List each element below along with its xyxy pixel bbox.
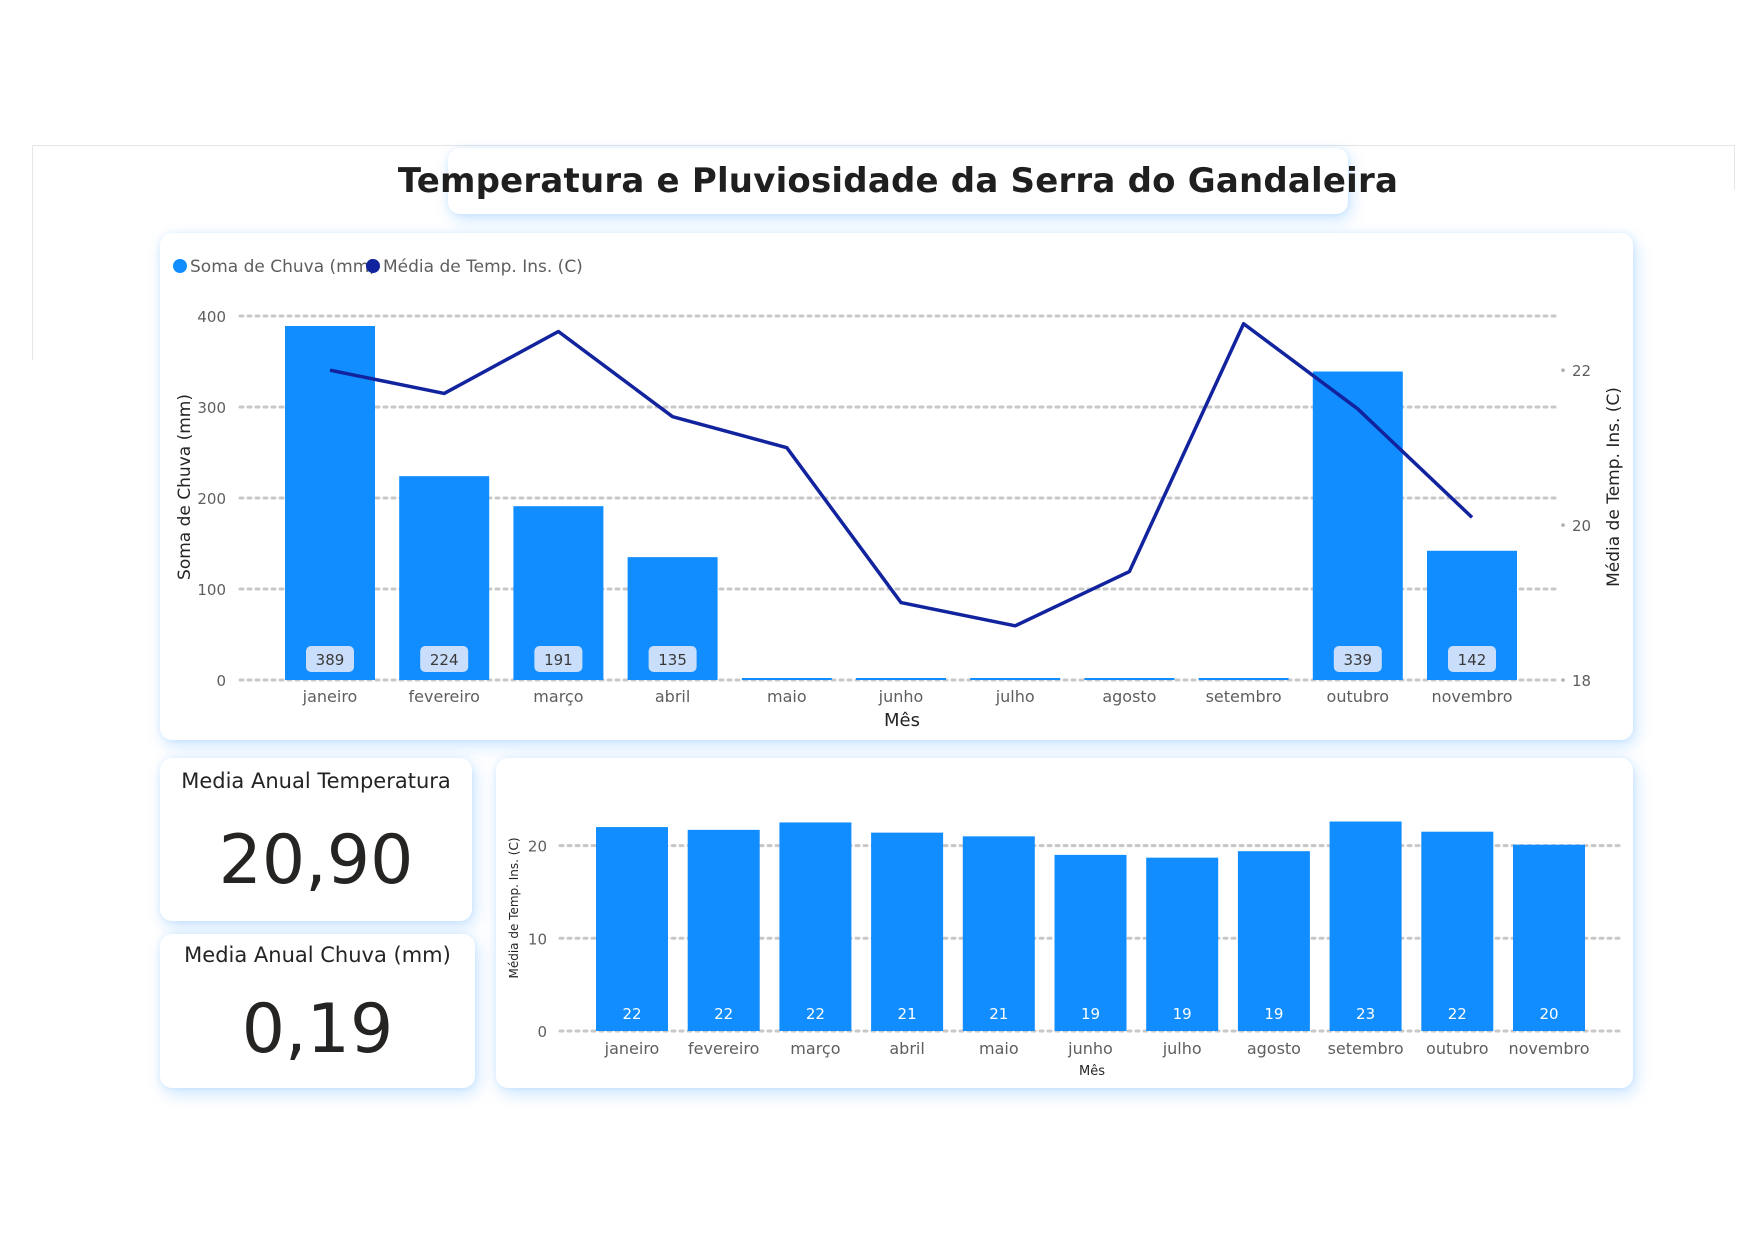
x-tick-label: julho <box>995 687 1035 706</box>
x-tick-label-2: setembro <box>1328 1039 1404 1058</box>
y-tick-label-2: 0 <box>537 1023 547 1041</box>
data-label-temp: 19 <box>1173 1005 1192 1023</box>
bar-rain-janeiro <box>285 326 375 680</box>
x-tick-label-2: abril <box>889 1039 924 1058</box>
y2-tick-mark <box>1561 368 1565 373</box>
y-tick-label: 100 <box>197 581 226 599</box>
x-tick-label-2: fevereiro <box>688 1039 759 1058</box>
data-label-rain: 389 <box>316 651 345 669</box>
title-card: Temperatura e Pluviosidade da Serra do G… <box>398 148 1398 214</box>
x-axis-title: Mês <box>884 710 920 731</box>
x-tick-label: fevereiro <box>409 687 480 706</box>
bar-temp-fevereiro <box>687 829 760 1031</box>
data-label-temp: 22 <box>622 1005 641 1023</box>
kpi-card-rain[interactable]: Media Anual Chuva (mm) 0,19 <box>160 934 475 1088</box>
y-tick-label: 200 <box>197 490 226 508</box>
data-label-rain: 135 <box>658 651 687 669</box>
data-label-temp: 19 <box>1264 1005 1283 1023</box>
legend-rain-dot <box>173 259 187 273</box>
kpi-temperature-value: 20,90 <box>218 821 414 900</box>
y2-tick-label: 20 <box>1572 517 1591 535</box>
bar-rain-setembro <box>1198 678 1289 680</box>
data-label-rain: 191 <box>544 651 573 669</box>
data-label-bg <box>420 646 469 672</box>
x-tick-label: novembro <box>1432 687 1513 706</box>
x-tick-label: janeiro <box>302 687 358 706</box>
kpi-rain-label: Media Anual Chuva (mm) <box>184 943 451 967</box>
data-label-temp: 21 <box>989 1005 1008 1023</box>
x-tick-label-2: outubro <box>1426 1039 1489 1058</box>
bar-temp-janeiro <box>596 827 668 1031</box>
data-label-rain: 224 <box>430 651 459 669</box>
x-tick-label: junho <box>878 687 924 706</box>
bar-temp-julho <box>1146 857 1219 1031</box>
y2-tick-label: 18 <box>1572 672 1591 690</box>
x-tick-label-2: março <box>790 1039 840 1058</box>
y-tick-label-2: 20 <box>528 838 547 856</box>
kpi-rain-value: 0,19 <box>241 990 394 1069</box>
frame-line-right <box>1734 145 1735 190</box>
x-tick-label: março <box>533 687 583 706</box>
bar-temp-março <box>779 822 852 1031</box>
x-tick-label-2: novembro <box>1509 1039 1590 1058</box>
data-label-temp: 21 <box>898 1005 917 1023</box>
x-tick-label-2: janeiro <box>604 1039 660 1058</box>
frame-line-left <box>32 145 33 360</box>
x-tick-label: maio <box>767 687 807 706</box>
bar-temp-junho <box>1054 854 1127 1031</box>
data-label-rain: 142 <box>1458 651 1487 669</box>
line-temperature <box>329 321 1474 628</box>
bar-temp-setembro <box>1329 821 1402 1031</box>
data-label-rain: 339 <box>1343 651 1372 669</box>
bar-rain-junho <box>856 678 946 680</box>
x-tick-label: abril <box>655 687 690 706</box>
kpi-card-temperature[interactable]: Media Anual Temperatura 20,90 <box>160 758 472 921</box>
data-label-temp: 22 <box>806 1005 825 1023</box>
y2-tick-mark <box>1561 523 1565 527</box>
y-axis-title-2: Média de Temp. Ins. (C) <box>507 837 521 978</box>
x-tick-label-2: junho <box>1067 1039 1113 1058</box>
y-tick-label: 400 <box>197 308 226 326</box>
y2-tick-mark <box>1561 678 1565 682</box>
y2-axis-title: Média de Temp. Ins. (C) <box>1604 387 1624 587</box>
y-tick-label-2: 10 <box>528 930 547 948</box>
data-label-bg <box>1448 646 1496 672</box>
data-label-bg <box>648 646 697 672</box>
bar-temp-novembro <box>1513 844 1585 1031</box>
legend-temp-dot <box>366 259 380 273</box>
bar-temp-maio <box>962 836 1035 1031</box>
bar-rain-maio <box>741 678 832 680</box>
bar-temp-outubro <box>1421 831 1494 1031</box>
y2-tick-label: 22 <box>1572 362 1591 380</box>
data-label-bg <box>534 646 583 672</box>
x-tick-label: setembro <box>1206 687 1282 706</box>
x-tick-label: outubro <box>1327 687 1390 706</box>
y-tick-label: 0 <box>216 672 226 690</box>
x-axis-title-2: Mês <box>1079 1064 1105 1079</box>
data-label-temp: 22 <box>714 1005 733 1023</box>
data-label-temp: 19 <box>1081 1005 1100 1023</box>
x-tick-label-2: maio <box>979 1039 1019 1058</box>
legend-rain-label: Soma de Chuva (mm) <box>190 257 376 277</box>
frame-line-top <box>32 145 1735 146</box>
bar-temp-agosto <box>1237 851 1310 1031</box>
x-tick-label-2: agosto <box>1247 1039 1301 1058</box>
bar-rain-agosto <box>1084 678 1175 680</box>
x-tick-label-2: julho <box>1162 1039 1202 1058</box>
legend-temp-label: Média de Temp. Ins. (C) <box>383 257 583 277</box>
data-label-bg <box>306 646 354 672</box>
data-label-temp: 22 <box>1448 1005 1467 1023</box>
data-label-temp: 23 <box>1356 1005 1375 1023</box>
bar-rain-outubro <box>1312 371 1403 680</box>
data-label-temp: 20 <box>1539 1005 1558 1023</box>
kpi-temperature-label: Media Anual Temperatura <box>181 769 451 793</box>
bar-temp-abril <box>871 832 944 1031</box>
y-tick-label: 300 <box>197 399 226 417</box>
page-title: Temperatura e Pluviosidade da Serra do G… <box>397 161 1399 201</box>
bar-rain-julho <box>970 678 1061 680</box>
data-label-bg <box>1333 646 1382 672</box>
x-tick-label: agosto <box>1102 687 1156 706</box>
y-axis-title: Soma de Chuva (mm) <box>175 394 195 580</box>
